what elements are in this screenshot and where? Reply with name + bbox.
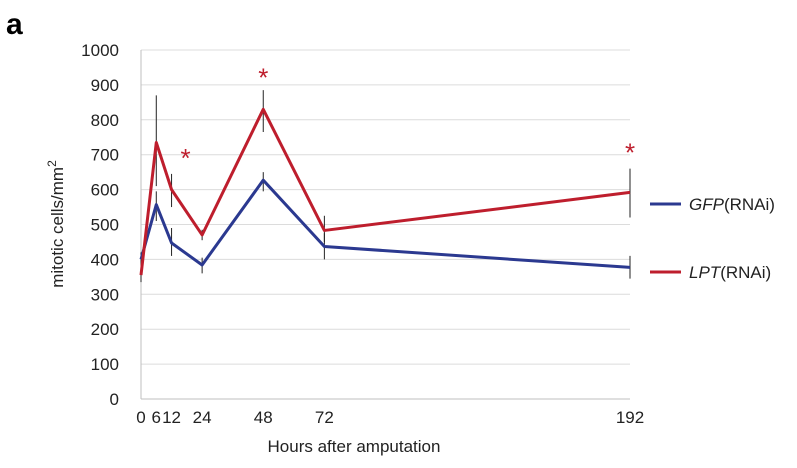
y-tick-label: 400 <box>91 250 119 269</box>
axes <box>140 50 630 400</box>
x-tick-label: 24 <box>193 408 212 427</box>
x-tick-label: 12 <box>162 408 181 427</box>
error-bars <box>140 90 631 283</box>
y-tick-label: 800 <box>91 111 119 130</box>
y-axis-title-superscript: 2 <box>45 160 59 167</box>
x-axis-title: Hours after amputation <box>268 437 441 456</box>
significance-star: * <box>625 138 635 168</box>
y-tick-label: 1000 <box>81 41 119 60</box>
panel-label: a <box>6 8 23 41</box>
legend-label-italic: GFP <box>689 195 725 214</box>
significance-star: * <box>258 63 268 93</box>
legend-label-italic: LPT <box>689 263 722 282</box>
legend: GFP(RNAi)LPT(RNAi) <box>650 195 775 282</box>
y-tick-label: 500 <box>91 216 119 235</box>
series-line <box>139 107 631 276</box>
legend-label-suffix: (RNAi) <box>720 263 771 282</box>
x-tick-label: 192 <box>616 408 644 427</box>
grid-lines <box>141 49 630 365</box>
y-axis-title: mitotic cells/mm2 <box>45 160 67 288</box>
significance-star: * <box>181 143 191 173</box>
series-line <box>139 178 631 269</box>
y-tick-label: 200 <box>91 320 119 339</box>
y-axis-title-text: mitotic cells/mm <box>48 167 67 288</box>
y-tick-label: 300 <box>91 285 119 304</box>
annotations: * * * <box>181 63 636 173</box>
y-tick-label: 900 <box>91 76 119 95</box>
legend-label: GFP(RNAi) <box>689 195 775 214</box>
legend-label: LPT(RNAi) <box>689 263 771 282</box>
x-tick-labels: 0 6 12 24 48 72 192 <box>136 408 644 427</box>
x-tick-label: 0 <box>136 408 145 427</box>
y-tick-label: 700 <box>91 146 119 165</box>
y-tick-label: 600 <box>91 181 119 200</box>
legend-label-suffix: (RNAi) <box>724 195 775 214</box>
y-tick-label: 0 <box>110 390 119 409</box>
y-tick-label: 100 <box>91 355 119 374</box>
x-tick-label: 72 <box>315 408 334 427</box>
x-tick-label: 48 <box>254 408 273 427</box>
series-lines <box>139 107 631 276</box>
x-tick-label: 6 <box>152 408 161 427</box>
y-tick-labels: 0 100 200 300 400 500 600 700 800 900 1000 <box>81 41 119 409</box>
